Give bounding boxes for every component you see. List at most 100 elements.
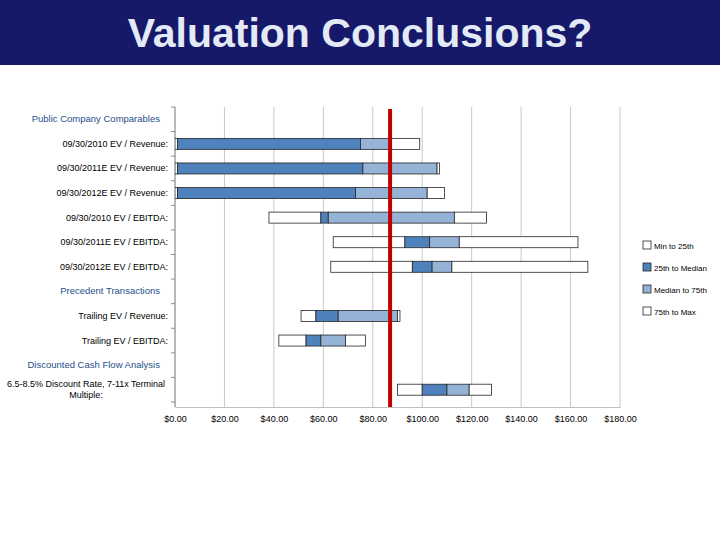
bar-segment — [427, 188, 444, 199]
x-tick: $180.00 — [604, 407, 637, 424]
x-tick-label: $140.00 — [505, 414, 538, 424]
bar-segment — [269, 212, 321, 223]
bar-segment — [360, 138, 390, 149]
grid-line — [570, 107, 571, 407]
y-tick-mark — [171, 107, 175, 108]
x-axis-line — [176, 407, 621, 408]
y-tick-mark — [171, 402, 175, 403]
series — [177, 138, 446, 395]
legend-swatch — [643, 263, 651, 271]
bar-segment — [177, 163, 362, 174]
category-label: Trailing EV / Revenue: — [78, 311, 168, 321]
grid-line — [273, 107, 274, 407]
grid-line — [521, 107, 522, 407]
x-tick: $40.00 — [261, 407, 289, 424]
y-axis — [171, 107, 175, 407]
category-label: 09/30/2012E EV / EBITDA: — [60, 262, 168, 272]
title-banner — [0, 0, 720, 65]
plot-area — [175, 109, 588, 407]
title: Valuation Conclusions? — [128, 10, 593, 56]
reference-line — [388, 109, 392, 407]
bar-segment — [398, 310, 400, 321]
y-tick-mark — [171, 229, 175, 230]
bar-segment — [321, 212, 328, 223]
bar-segment — [437, 163, 439, 174]
series — [175, 138, 422, 395]
category-label: Trailing EV / EBITDA: — [82, 336, 168, 346]
x-tick: $60.00 — [310, 407, 338, 424]
group-heading: Discounted Cash Flow Analysis — [27, 359, 160, 370]
x-tick-label: $20.00 — [211, 414, 239, 424]
bar-segment — [177, 188, 355, 199]
series — [346, 138, 588, 395]
grid-line — [422, 107, 423, 407]
x-tick-label: $160.00 — [555, 414, 588, 424]
grid-line — [175, 107, 176, 407]
bar-segment — [432, 261, 452, 272]
y-tick-mark — [171, 303, 175, 304]
x-tick-label: $120.00 — [456, 414, 489, 424]
grid-line — [620, 107, 621, 407]
x-tick: $80.00 — [360, 407, 388, 424]
category-label-line: Multiple: — [69, 390, 103, 400]
group-heading: Precedent Transactions — [60, 285, 160, 296]
bar-segment — [306, 335, 321, 346]
bar-segment — [333, 237, 405, 248]
y-tick-mark — [171, 377, 175, 378]
category-label: 09/30/2011E EV / EBITDA: — [61, 237, 168, 247]
bar-segment — [301, 310, 316, 321]
x-tick: $0.00 — [164, 407, 187, 424]
x-tick: $140.00 — [505, 407, 538, 424]
bar-segment — [279, 335, 306, 346]
x-tick-label: $40.00 — [261, 414, 289, 424]
y-tick-mark — [171, 279, 175, 280]
bar-segment — [331, 261, 413, 272]
x-tick-label: $60.00 — [310, 414, 338, 424]
grid-line — [224, 107, 225, 407]
group-heading: Public Company Comparables — [32, 113, 161, 124]
bar-segment — [430, 237, 460, 248]
y-tick-mark — [171, 254, 175, 255]
x-tick: $20.00 — [211, 407, 239, 424]
legend-item: Min to 25th — [643, 241, 694, 251]
series — [321, 138, 469, 395]
bar-segment — [321, 335, 346, 346]
y-axis-line — [175, 107, 176, 407]
y-tick-mark — [171, 156, 175, 157]
x-tick: $100.00 — [406, 407, 439, 424]
y-tick-mark — [171, 131, 175, 132]
legend-label: Median to 75th — [654, 286, 707, 295]
grid-line — [471, 107, 472, 407]
category-label: 09/30/2012E EV / Revenue: — [56, 188, 168, 198]
legend-label: Min to 25th — [654, 242, 694, 251]
legend-item: 75th to Max — [643, 307, 696, 317]
legend-item: Median to 75th — [643, 285, 707, 295]
grid-line — [372, 107, 373, 407]
bar-segment — [398, 384, 423, 395]
legend-label: 25th to Median — [654, 264, 707, 273]
bar-segment — [469, 384, 491, 395]
x-tick-label: $100.00 — [406, 414, 439, 424]
legend-swatch — [643, 285, 651, 293]
x-tick-label: $80.00 — [360, 414, 388, 424]
y-tick-mark — [171, 180, 175, 181]
bar-segment — [405, 237, 430, 248]
bar-segment — [316, 310, 338, 321]
category-label: 6.5-8.5% Discount Rate, 7-11x TerminalMu… — [7, 379, 165, 400]
bar-segment — [412, 261, 432, 272]
legend: Min to 25th 25th to Median Median to 75th 7… — [643, 241, 707, 317]
legend-swatch — [643, 241, 651, 249]
bar-segment — [452, 261, 588, 272]
grid — [175, 107, 620, 407]
bar-segment — [454, 212, 486, 223]
x-tick-label: $0.00 — [164, 414, 187, 424]
legend-swatch — [643, 307, 651, 315]
bar-segment — [422, 384, 447, 395]
y-tick-mark — [171, 352, 175, 353]
bar-segment — [177, 138, 360, 149]
x-tick-label: $180.00 — [604, 414, 637, 424]
category-label: 09/30/2010 EV / Revenue: — [62, 139, 168, 149]
legend-item: 25th to Median — [643, 263, 707, 273]
category-label: 09/30/2011E EV / Revenue: — [57, 163, 168, 173]
x-tick: $120.00 — [456, 407, 489, 424]
